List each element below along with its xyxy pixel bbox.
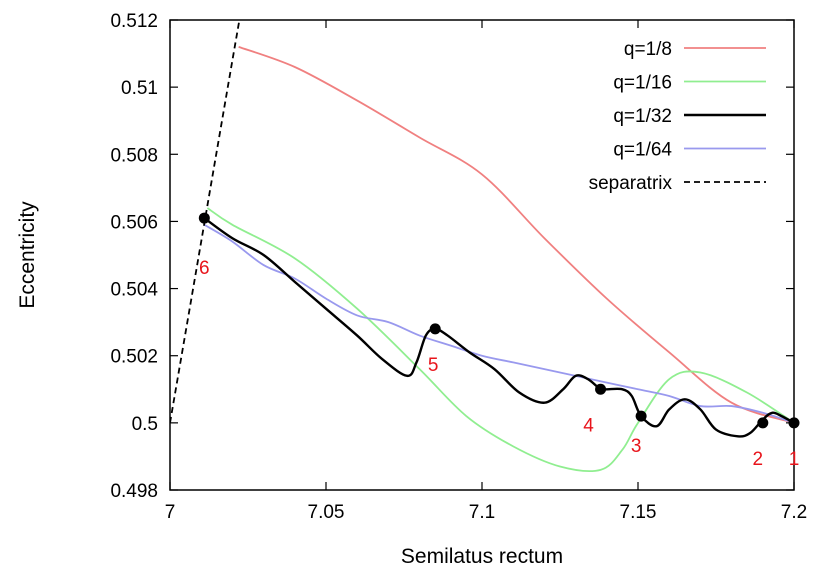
x-tick-label: 7.1 bbox=[469, 502, 495, 523]
legend-label: q=1/16 bbox=[613, 73, 672, 94]
marker-layer: 1 2 3 4 5 6 bbox=[198, 212, 800, 470]
y-tick-label: 0.504 bbox=[110, 280, 158, 301]
marker-label-1: 1 bbox=[789, 449, 800, 470]
y-tick-label: 0.506 bbox=[110, 212, 158, 233]
y-tick-label: 0.51 bbox=[121, 78, 158, 99]
series-line-q-1-32 bbox=[203, 217, 794, 438]
x-tick-label: 7.15 bbox=[620, 502, 657, 523]
legend-label: q=1/32 bbox=[613, 106, 672, 127]
marker-point-1 bbox=[788, 417, 800, 429]
series-line-q-1-16 bbox=[206, 207, 794, 472]
marker-label-3: 3 bbox=[631, 436, 642, 457]
marker-point-6 bbox=[198, 212, 210, 224]
x-tick-label: 7 bbox=[165, 502, 176, 523]
y-tick-label: 0.5 bbox=[132, 414, 158, 435]
x-axis-ticks: 7 7.05 7.1 7.15 7.2 bbox=[165, 20, 807, 523]
y-tick-label: 0.502 bbox=[110, 347, 158, 368]
y-tick-label: 0.508 bbox=[110, 145, 158, 166]
legend-label: separatrix bbox=[589, 173, 673, 194]
marker-label-6: 6 bbox=[199, 258, 210, 279]
legend-label: q=1/64 bbox=[613, 140, 672, 161]
y-axis-ticks: 0.498 0.5 0.502 0.504 0.506 0.508 0.51 0.512 bbox=[110, 11, 794, 502]
series-line-q-1-8 bbox=[238, 46, 794, 424]
marker-label-2: 2 bbox=[753, 449, 764, 470]
legend: q=1/8 q=1/16 q=1/32 q=1/64 separatrix bbox=[589, 39, 766, 194]
marker-point-2 bbox=[757, 417, 769, 429]
series-layer bbox=[170, 20, 794, 472]
y-tick-label: 0.498 bbox=[110, 481, 158, 502]
legend-label: q=1/8 bbox=[624, 39, 672, 60]
x-tick-label: 7.05 bbox=[308, 502, 345, 523]
x-axis-label: Semilatus rectum bbox=[401, 545, 563, 568]
x-tick-label: 7.2 bbox=[781, 502, 807, 523]
marker-label-4: 4 bbox=[583, 415, 594, 436]
marker-point-5 bbox=[429, 323, 441, 335]
marker-label-5: 5 bbox=[428, 355, 439, 376]
y-tick-label: 0.512 bbox=[110, 11, 158, 32]
marker-point-4 bbox=[595, 383, 607, 395]
series-line-q-1-64 bbox=[203, 224, 794, 424]
marker-point-3 bbox=[635, 410, 647, 422]
y-axis-label: Eccentricity bbox=[16, 201, 39, 309]
